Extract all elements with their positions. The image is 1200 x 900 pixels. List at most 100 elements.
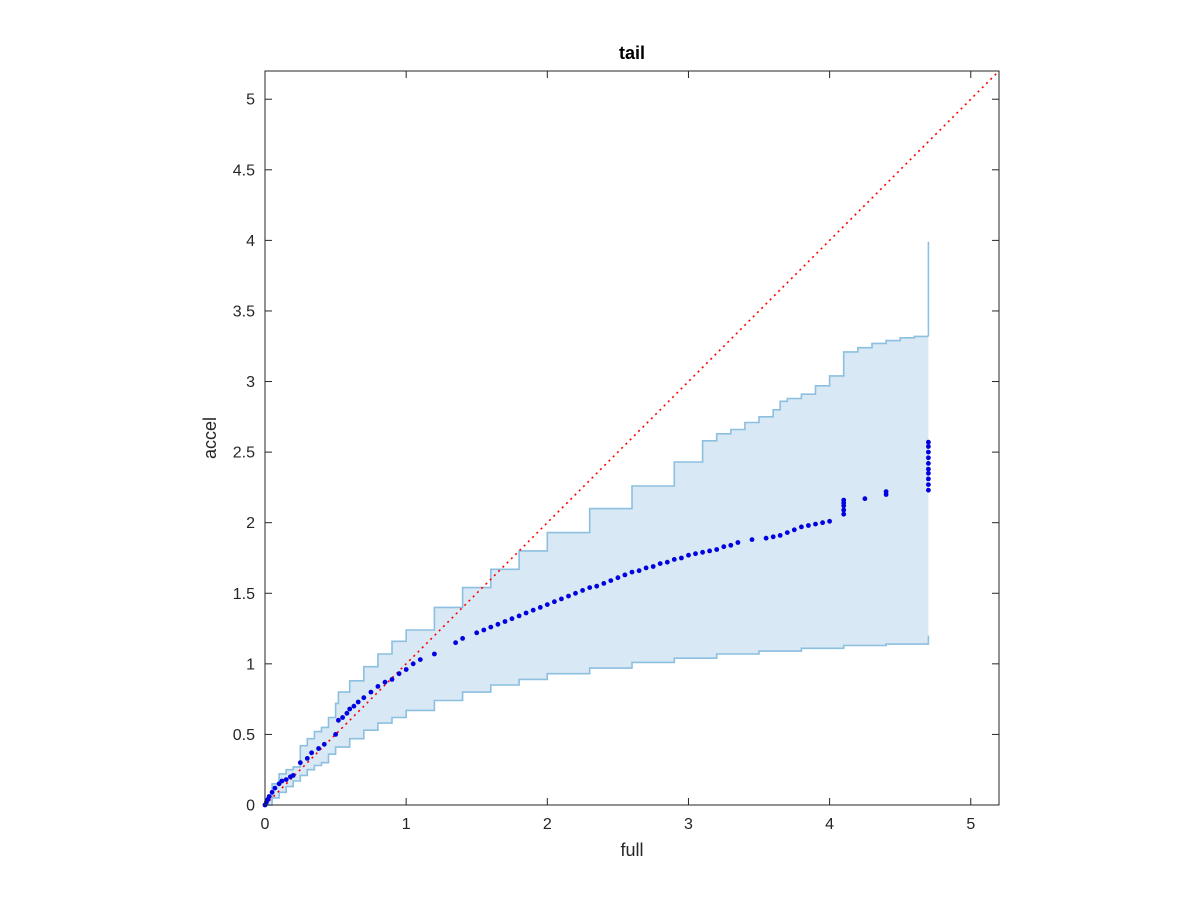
y-tick-label: 2 bbox=[246, 515, 255, 532]
data-point bbox=[552, 599, 557, 605]
data-point bbox=[636, 568, 642, 574]
y-tick-label: 4 bbox=[246, 233, 255, 250]
y-tick-label: 1 bbox=[246, 656, 255, 673]
data-point bbox=[926, 461, 931, 466]
x-tick-label: 3 bbox=[684, 816, 693, 833]
data-point bbox=[290, 773, 296, 778]
data-point bbox=[509, 616, 515, 622]
data-point bbox=[862, 496, 868, 502]
data-point bbox=[321, 741, 327, 747]
data-point bbox=[336, 717, 341, 723]
data-point bbox=[351, 703, 357, 709]
data-point bbox=[269, 789, 275, 795]
data-points bbox=[262, 439, 931, 808]
data-point bbox=[827, 518, 832, 524]
confidence-band-upper-edge bbox=[265, 335, 929, 806]
data-point bbox=[474, 630, 480, 636]
data-point bbox=[344, 710, 350, 716]
data-point bbox=[721, 544, 727, 550]
data-point bbox=[460, 636, 465, 641]
data-point bbox=[799, 524, 804, 530]
data-point bbox=[820, 520, 825, 526]
data-point bbox=[735, 540, 741, 545]
y-tick-label: 1.5 bbox=[233, 586, 255, 603]
data-point bbox=[361, 695, 367, 701]
data-point bbox=[396, 671, 402, 677]
data-point bbox=[594, 583, 600, 589]
data-point bbox=[622, 572, 628, 578]
data-point bbox=[664, 559, 670, 565]
data-point bbox=[926, 439, 931, 445]
data-point bbox=[650, 564, 656, 569]
y-tick-label: 4.5 bbox=[233, 162, 255, 179]
data-point bbox=[580, 588, 585, 593]
data-point bbox=[537, 605, 543, 610]
data-point bbox=[841, 511, 847, 517]
data-point bbox=[700, 549, 705, 555]
data-point bbox=[841, 497, 847, 503]
data-point bbox=[883, 489, 889, 494]
y-axis-label: accel bbox=[200, 417, 220, 459]
data-point bbox=[926, 466, 931, 472]
data-point bbox=[488, 624, 494, 630]
x-tick-label: 5 bbox=[966, 816, 975, 833]
axis-ticks: 0 1 2 3 4 5 0 0.5 1 1.5 2 2.5 3 3.5 4 4.5 5 bbox=[233, 71, 999, 833]
data-point bbox=[573, 590, 578, 596]
data-point bbox=[728, 542, 734, 548]
data-point bbox=[382, 679, 388, 685]
data-point bbox=[926, 455, 931, 461]
data-point bbox=[453, 640, 458, 646]
y-tick-label: 3 bbox=[246, 374, 255, 391]
y-tick-label: 2.5 bbox=[233, 445, 255, 462]
data-point bbox=[432, 651, 437, 657]
data-point bbox=[502, 619, 508, 624]
data-point bbox=[926, 470, 931, 476]
data-point bbox=[926, 449, 931, 455]
data-point bbox=[926, 476, 931, 482]
data-point bbox=[841, 507, 847, 513]
data-point bbox=[297, 760, 303, 766]
data-point bbox=[926, 444, 931, 449]
x-tick-label: 0 bbox=[261, 816, 270, 833]
data-point bbox=[791, 527, 797, 533]
data-point bbox=[784, 530, 790, 535]
data-point bbox=[926, 482, 931, 487]
data-point bbox=[643, 565, 649, 571]
data-point bbox=[587, 585, 593, 590]
data-point bbox=[410, 661, 416, 667]
data-point bbox=[389, 677, 395, 682]
y-tick-label: 3.5 bbox=[233, 303, 255, 320]
data-point bbox=[601, 581, 607, 586]
data-point bbox=[686, 552, 691, 558]
x-tick-label: 1 bbox=[402, 816, 411, 833]
data-point bbox=[523, 610, 529, 616]
data-point bbox=[544, 602, 550, 607]
confidence-band-lower-edge bbox=[265, 642, 930, 806]
data-point bbox=[926, 487, 931, 493]
x-tick-label: 4 bbox=[825, 816, 834, 833]
data-point bbox=[615, 575, 621, 581]
data-point bbox=[516, 613, 522, 619]
data-point bbox=[368, 689, 374, 695]
y-tick-label: 5 bbox=[246, 92, 255, 109]
data-point bbox=[283, 777, 289, 782]
data-point bbox=[629, 569, 635, 575]
data-point bbox=[707, 548, 712, 554]
data-point bbox=[608, 578, 614, 583]
data-point bbox=[559, 596, 564, 602]
data-point bbox=[813, 521, 818, 527]
data-point bbox=[304, 756, 310, 761]
y-tick-label: 0 bbox=[246, 798, 255, 815]
data-point bbox=[693, 551, 698, 557]
data-point bbox=[777, 533, 783, 538]
data-point bbox=[272, 785, 278, 791]
data-point bbox=[403, 667, 409, 672]
data-point bbox=[714, 547, 720, 552]
data-point bbox=[530, 607, 536, 613]
plot-area bbox=[262, 70, 1000, 808]
chart-title: tail bbox=[619, 43, 645, 63]
x-tick-label: 2 bbox=[543, 816, 552, 833]
reference-line bbox=[264, 70, 1000, 806]
